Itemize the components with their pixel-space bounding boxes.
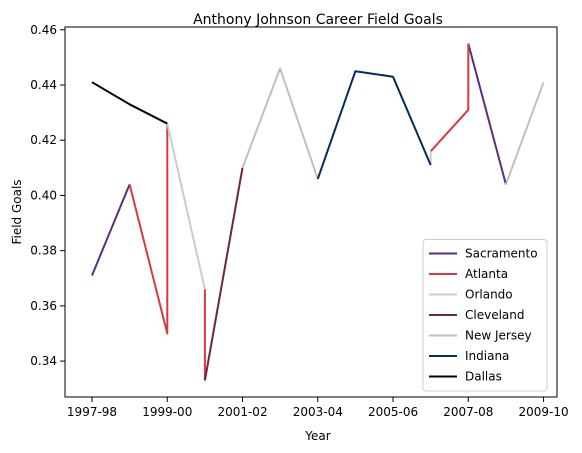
y-tick-label: 0.40 xyxy=(30,188,57,202)
series-line-segment xyxy=(91,184,131,276)
chart-title: Anthony Johnson Career Field Goals xyxy=(193,12,443,28)
x-tick-label: 1999-00 xyxy=(142,405,192,419)
legend-label: Atlanta xyxy=(465,267,508,281)
legend-label: Sacramento xyxy=(465,247,538,261)
legend-label: Orlando xyxy=(465,288,513,302)
plot-area xyxy=(64,26,558,398)
series-layer xyxy=(91,43,545,381)
x-tick-label: 2005-06 xyxy=(368,405,418,419)
legend-label: New Jersey xyxy=(465,329,532,343)
y-tick-label: 0.42 xyxy=(30,133,57,147)
series-line-segment xyxy=(467,43,507,185)
series-orlando xyxy=(166,123,432,290)
x-tick-label: 2003-04 xyxy=(293,405,343,419)
y-axis: 0.34 0.36 0.38 0.40 0.42 0.44 0.46 xyxy=(30,23,65,368)
x-axis: 1997-98 1999-00 2001-02 2003-04 2005-06 2007-… xyxy=(67,397,569,419)
series-line-segment xyxy=(241,67,319,180)
y-axis-label: Field Goals xyxy=(10,179,24,244)
y-tick-label: 0.44 xyxy=(30,78,57,92)
y-tick-label: 0.46 xyxy=(30,23,57,37)
series-indiana xyxy=(316,70,432,180)
legend-item: Indiana xyxy=(429,349,509,363)
series-line-segment xyxy=(429,43,470,152)
legend-label: Indiana xyxy=(465,349,509,363)
legend-item: Atlanta xyxy=(429,267,508,281)
series-atlanta xyxy=(128,43,470,381)
x-tick-label: 2009-10 xyxy=(518,405,568,419)
legend-item: Sacramento xyxy=(429,247,538,261)
series-line-segment xyxy=(316,70,432,180)
series-line-segment xyxy=(504,81,545,185)
x-tick-label: 2001-02 xyxy=(217,405,267,419)
legend-box xyxy=(422,239,548,392)
x-tick-label: 1997-98 xyxy=(67,405,117,419)
series-dallas xyxy=(91,81,168,125)
series-line-segment xyxy=(166,123,206,290)
x-tick-label: 2007-08 xyxy=(443,405,493,419)
legend-label: Cleveland xyxy=(465,308,525,322)
y-tick-label: 0.38 xyxy=(30,244,57,258)
legend-item: Orlando xyxy=(429,288,513,302)
legend-item: Dallas xyxy=(429,370,502,384)
series-line-segment xyxy=(128,123,169,335)
legend: Sacramento Atlanta Orlando Cleveland New Jer… xyxy=(422,239,548,392)
series-sacramento xyxy=(91,43,507,276)
legend-label: Dallas xyxy=(465,370,502,384)
legend-item: Cleveland xyxy=(429,308,525,322)
series-cleveland xyxy=(203,167,244,381)
y-tick-label: 0.34 xyxy=(30,354,57,368)
series-line-segment xyxy=(91,81,168,125)
legend-item: New Jersey xyxy=(429,329,532,343)
x-axis-label: Year xyxy=(304,429,330,443)
series-line-segment xyxy=(203,167,244,381)
y-tick-label: 0.36 xyxy=(30,299,57,313)
series-new-jersey xyxy=(241,67,545,185)
